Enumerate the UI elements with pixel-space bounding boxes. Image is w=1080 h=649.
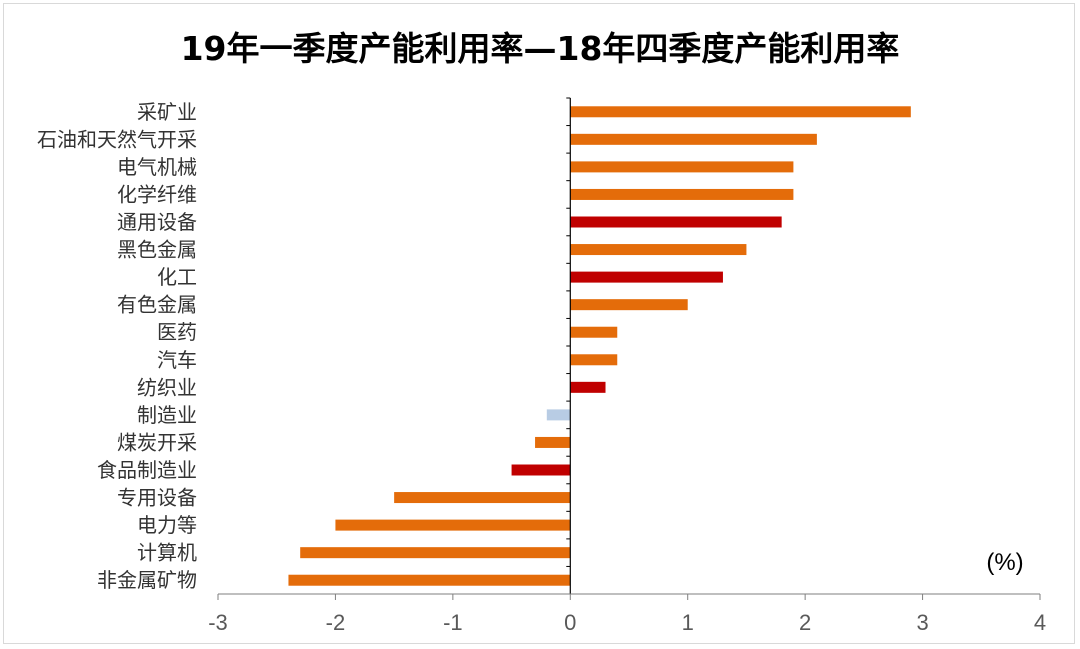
bar-8 — [570, 326, 618, 338]
category-label-4: 通用设备 — [117, 210, 197, 234]
x-tick-label-1: -2 — [326, 610, 346, 635]
bar-10 — [570, 381, 606, 393]
bar-0 — [570, 106, 911, 118]
chart-frame — [3, 3, 1075, 644]
category-label-11: 制造业 — [137, 403, 197, 427]
bar-17 — [288, 574, 571, 586]
bar-14 — [394, 492, 571, 504]
bar-4 — [570, 216, 782, 228]
bar-15 — [335, 519, 571, 531]
category-label-3: 化学纤维 — [117, 182, 197, 206]
x-tick-label-4: 1 — [682, 610, 694, 635]
category-label-10: 纺织业 — [137, 375, 197, 399]
x-tick-label-6: 3 — [916, 610, 928, 635]
category-label-5: 黑色金属 — [117, 238, 197, 262]
category-label-15: 电力等 — [137, 513, 197, 537]
category-label-1: 石油和天然气开采 — [37, 127, 197, 151]
category-label-9: 汽车 — [157, 348, 197, 372]
x-tick-label-2: -1 — [443, 610, 463, 635]
x-tick-label-0: -3 — [208, 610, 228, 635]
bar-9 — [570, 354, 618, 366]
bar-5 — [570, 244, 747, 256]
x-tick-label-7: 4 — [1034, 610, 1046, 635]
unit-label: (%) — [986, 549, 1023, 576]
bar-3 — [570, 188, 794, 200]
bar-1 — [570, 133, 817, 145]
bar-6 — [570, 271, 723, 283]
x-tick-label-3: 0 — [564, 610, 576, 635]
category-label-13: 食品制造业 — [97, 458, 197, 482]
chart-title: 19年一季度产能利用率—18年四季度产能利用率 — [180, 29, 900, 68]
category-label-16: 计算机 — [137, 541, 197, 565]
category-label-2: 电气机械 — [117, 155, 197, 179]
bar-2 — [570, 161, 794, 173]
category-label-17: 非金属矿物 — [97, 568, 197, 592]
category-label-8: 医药 — [157, 320, 197, 344]
category-label-7: 有色金属 — [117, 293, 197, 317]
x-tick-label-5: 2 — [799, 610, 811, 635]
bar-13 — [511, 464, 571, 476]
category-label-6: 化工 — [157, 265, 197, 289]
category-label-12: 煤炭开采 — [117, 430, 197, 454]
bar-12 — [535, 436, 571, 448]
bar-16 — [300, 547, 571, 559]
bar-11 — [546, 409, 571, 421]
category-label-14: 专用设备 — [117, 486, 197, 510]
bar-7 — [570, 299, 688, 311]
category-label-0: 采矿业 — [137, 100, 197, 124]
